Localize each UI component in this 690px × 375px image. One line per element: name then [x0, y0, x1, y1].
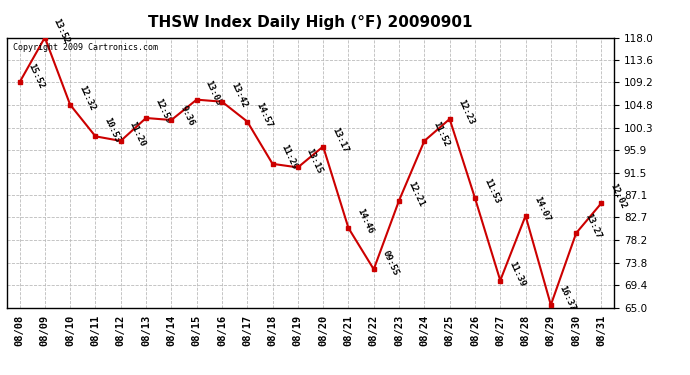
Text: 13:05: 13:05 — [204, 79, 223, 107]
Text: THSW Index Daily High (°F) 20090901: THSW Index Daily High (°F) 20090901 — [148, 15, 473, 30]
Text: 13:17: 13:17 — [330, 126, 350, 154]
Text: 12:21: 12:21 — [406, 180, 426, 208]
Text: 11:20: 11:20 — [128, 120, 147, 148]
Text: 11:52: 11:52 — [431, 120, 451, 148]
Text: 15:52: 15:52 — [26, 62, 46, 90]
Text: 13:52: 13:52 — [52, 17, 71, 45]
Text: 12:02: 12:02 — [609, 183, 628, 211]
Text: 16:37: 16:37 — [558, 284, 578, 312]
Text: 11:39: 11:39 — [507, 260, 526, 288]
Text: 13:15: 13:15 — [305, 147, 324, 175]
Text: Copyright 2009 Cartronics.com: Copyright 2009 Cartronics.com — [13, 43, 158, 52]
Text: 12:23: 12:23 — [457, 98, 476, 127]
Text: 14:57: 14:57 — [254, 101, 274, 129]
Text: 09:55: 09:55 — [381, 249, 400, 277]
Text: 14:46: 14:46 — [355, 207, 375, 236]
Text: 11:53: 11:53 — [482, 177, 502, 206]
Text: 13:42: 13:42 — [229, 81, 248, 109]
Text: 13:27: 13:27 — [583, 213, 602, 241]
Text: 12:59: 12:59 — [153, 98, 172, 126]
Text: 9:36: 9:36 — [178, 104, 195, 128]
Text: 11:29: 11:29 — [279, 143, 299, 171]
Text: 12:32: 12:32 — [77, 84, 97, 112]
Text: 10:53: 10:53 — [102, 116, 122, 144]
Text: 14:07: 14:07 — [533, 195, 552, 223]
